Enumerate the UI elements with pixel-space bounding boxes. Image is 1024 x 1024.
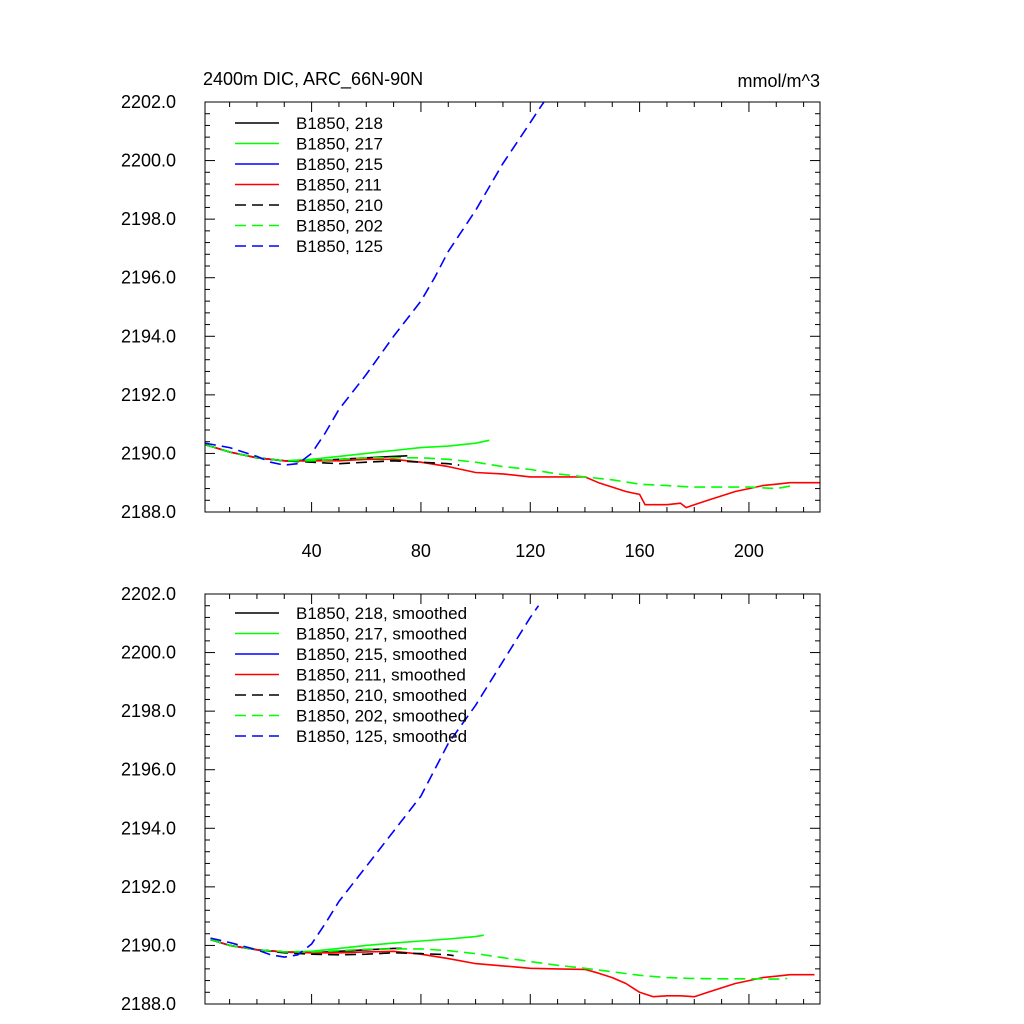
x-tick-label: 40 (302, 541, 322, 561)
series-line-7 (210, 605, 540, 958)
legend-label: B1850, 215 (296, 155, 383, 174)
legend-label: B1850, 211 (296, 176, 382, 195)
plot-frame (204, 593, 821, 1005)
y-tick-label: 2188.0 (121, 994, 176, 1014)
x-tick-label: 160 (625, 541, 655, 561)
series-line-6 (205, 443, 793, 490)
legend-label: B1850, 215, smoothed (296, 645, 467, 664)
legend-label: B1850, 218, smoothed (296, 604, 467, 623)
series-line-3 (205, 443, 298, 463)
plot-lines (205, 102, 820, 509)
y-tick-label: 2200.0 (121, 643, 176, 663)
series-line-4 (205, 443, 820, 509)
y-tick-label: 2198.0 (121, 701, 176, 721)
legend-label: B1850, 125 (296, 237, 383, 256)
series-line-4 (210, 938, 815, 998)
legend-label: B1850, 202 (296, 217, 383, 236)
y-tick-label: 2202.0 (121, 584, 176, 604)
y-tick-label: 2202.0 (121, 92, 176, 112)
y-tick-label: 2190.0 (121, 935, 176, 955)
x-tick-label: 200 (734, 541, 764, 561)
plot-lines (210, 605, 815, 998)
y-tick-label: 2192.0 (121, 385, 176, 405)
y-tick-label: 2192.0 (121, 877, 176, 897)
series-line-6 (210, 938, 788, 980)
legend-label: B1850, 217, smoothed (296, 625, 467, 644)
legend-label: B1850, 125, smoothed (296, 727, 467, 746)
legend-label: B1850, 210 (296, 196, 383, 215)
y-tick-label: 2198.0 (121, 209, 176, 229)
x-tick-label: 80 (411, 541, 431, 561)
x-tick-label: 120 (515, 541, 545, 561)
series-line-7 (205, 102, 545, 466)
figure-units: mmol/m^3 (738, 71, 820, 91)
bottom-panel: 2188.0 2190.0 2192.0 2194.0 2196.0 2198.0 2200… (121, 584, 821, 1014)
legend-label: B1850, 217 (296, 135, 383, 154)
y-tick-label: 2190.0 (121, 443, 176, 463)
top-panel: 2188.0 2190.0 2192.0 2194.0 2196.0 2198.0 2200… (121, 92, 821, 561)
plot-frame (204, 101, 821, 513)
legend-label: B1850, 202, smoothed (296, 707, 467, 726)
legend-label: B1850, 211, smoothed (296, 666, 466, 685)
series-line-3 (210, 938, 293, 954)
legend-label: B1850, 210, smoothed (296, 686, 467, 705)
legend-label: B1850, 218 (296, 114, 383, 133)
y-tick-label: 2196.0 (121, 268, 176, 288)
y-tick-label: 2194.0 (121, 326, 176, 346)
y-tick-label: 2194.0 (121, 818, 176, 838)
figure-title: 2400m DIC, ARC_66N-90N (203, 69, 423, 90)
series-line-2 (205, 439, 490, 462)
y-tick-label: 2200.0 (121, 151, 176, 171)
y-tick-label: 2196.0 (121, 760, 176, 780)
y-tick-label: 2188.0 (121, 502, 176, 522)
legend: B1850, 218, smoothed B1850, 217, smoothed… (235, 604, 467, 746)
